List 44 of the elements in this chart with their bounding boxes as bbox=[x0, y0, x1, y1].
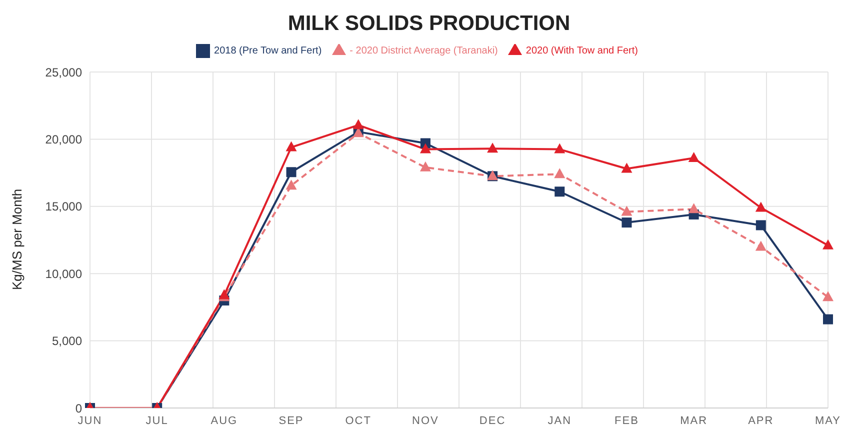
x-tick-label: SEP bbox=[278, 414, 304, 427]
point bbox=[352, 119, 364, 130]
point bbox=[487, 142, 498, 153]
point bbox=[554, 186, 565, 197]
x-tick-label: MAR bbox=[680, 414, 708, 427]
point bbox=[286, 180, 297, 190]
x-tick-label: FEB bbox=[614, 414, 639, 427]
legend-label: 2018 (Pre Tow and Fert) bbox=[214, 46, 322, 57]
point bbox=[822, 239, 834, 250]
x-tick-label: OCT bbox=[345, 414, 372, 427]
point bbox=[621, 162, 632, 173]
y-tick-label: 15,000 bbox=[45, 200, 82, 214]
point bbox=[621, 206, 632, 216]
y-tick-label: 0 bbox=[75, 401, 82, 416]
point bbox=[755, 202, 766, 212]
x-tick-label: MAY bbox=[814, 414, 842, 427]
point bbox=[755, 240, 766, 251]
point bbox=[688, 203, 700, 214]
point bbox=[622, 218, 632, 228]
chart-title: MILK SOLIDS PRODUCTION bbox=[286, 11, 572, 37]
point bbox=[554, 143, 566, 154]
point bbox=[420, 143, 431, 154]
point bbox=[286, 141, 297, 152]
point bbox=[688, 152, 700, 162]
legend-label: 2020 (With Tow and Fert) bbox=[526, 46, 638, 57]
point bbox=[822, 291, 834, 302]
point bbox=[756, 220, 766, 230]
point bbox=[554, 168, 566, 178]
x-tick-label: JAN bbox=[548, 414, 572, 427]
x-tick-label: APR bbox=[748, 414, 774, 427]
point bbox=[420, 161, 431, 172]
y-tick-label: 5,000 bbox=[52, 334, 82, 348]
y-tick-label: 20,000 bbox=[45, 132, 82, 146]
y-axis-title: Kg/MS per Month bbox=[10, 188, 25, 290]
point bbox=[286, 167, 296, 178]
point bbox=[823, 314, 833, 324]
x-tick-label: DEC bbox=[479, 414, 506, 427]
x-tick-label: JUN bbox=[78, 414, 102, 427]
x-tick-label: JUL bbox=[146, 414, 168, 427]
x-tick-label: AUG bbox=[210, 414, 238, 427]
y-tick-label: 25,000 bbox=[45, 65, 82, 80]
x-tick-label: NOV bbox=[412, 414, 439, 427]
y-tick-label: 10,000 bbox=[45, 266, 82, 281]
legend-label: - 2020 District Average (Taranaki) bbox=[350, 46, 498, 57]
